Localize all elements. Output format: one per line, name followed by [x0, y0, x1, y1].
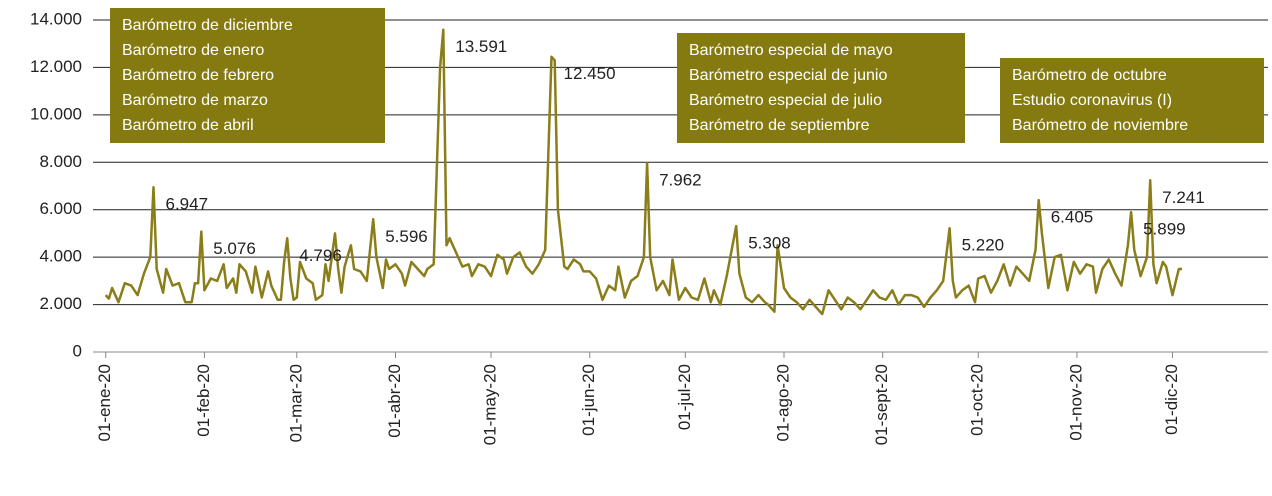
y-tick-label: 14.000 — [30, 9, 82, 28]
annotation: 6.947 — [166, 195, 209, 214]
note-box — [1000, 58, 1264, 143]
x-tick-label: 01-abr-20 — [385, 364, 404, 438]
y-tick-label: 10.000 — [30, 104, 82, 123]
x-tick-label: 01-jul-20 — [675, 364, 694, 430]
x-tick-label: 01-feb-20 — [194, 364, 213, 437]
x-tick-label: 01-dic-20 — [1162, 364, 1181, 435]
y-tick-label: 2.000 — [39, 294, 82, 313]
x-tick-label: 01-oct-20 — [968, 364, 987, 436]
note-text: Barómetro de enero — [122, 42, 264, 59]
y-tick-label: 12.000 — [30, 57, 82, 76]
note-text: Barómetro especial de julio — [689, 92, 882, 109]
note-text: Barómetro especial de mayo — [689, 42, 893, 59]
annotation: 5.899 — [1143, 220, 1186, 239]
note-box — [677, 33, 965, 143]
x-tick-label: 01-ago-20 — [773, 364, 792, 442]
note-text: Barómetro de abril — [122, 117, 254, 134]
annotation: 5.596 — [385, 227, 428, 246]
y-tick-label: 8.000 — [39, 152, 82, 171]
annotation: 5.076 — [213, 239, 256, 258]
annotation: 5.308 — [748, 234, 791, 253]
data-line — [104, 28, 1182, 316]
note-text: Barómetro especial de junio — [689, 67, 887, 84]
annotation: 5.220 — [962, 236, 1005, 255]
annotation: 4.796 — [299, 246, 342, 265]
x-tick-label: 01-ene-20 — [95, 364, 114, 442]
x-tick-label: 01-sept-20 — [872, 364, 891, 445]
x-tick-label: 01-mar-20 — [286, 364, 305, 442]
x-tick-label: 01-jun-20 — [579, 364, 598, 436]
note-text: Barómetro de octubre — [1012, 67, 1167, 84]
y-tick-label: 0 — [73, 341, 82, 360]
annotation: 7.241 — [1162, 188, 1205, 207]
note-text: Barómetro de febrero — [122, 67, 274, 84]
y-tick-label: 6.000 — [39, 199, 82, 218]
note-box — [110, 8, 385, 143]
x-tick-label: 01-nov-20 — [1066, 364, 1085, 441]
note-text: Estudio coronavirus (I) — [1012, 92, 1172, 109]
annotation: 7.962 — [659, 171, 702, 190]
note-text: Barómetro de marzo — [122, 92, 268, 109]
y-tick-label: 4.000 — [39, 247, 82, 266]
note-text: Barómetro de septiembre — [689, 117, 870, 134]
annotation: 12.450 — [564, 64, 616, 83]
note-text: Barómetro de noviembre — [1012, 117, 1188, 134]
annotation: 13.591 — [455, 37, 507, 56]
annotation: 6.405 — [1051, 208, 1094, 227]
x-tick-label: 01-may-20 — [481, 364, 500, 445]
note-text: Barómetro de diciembre — [122, 17, 293, 34]
